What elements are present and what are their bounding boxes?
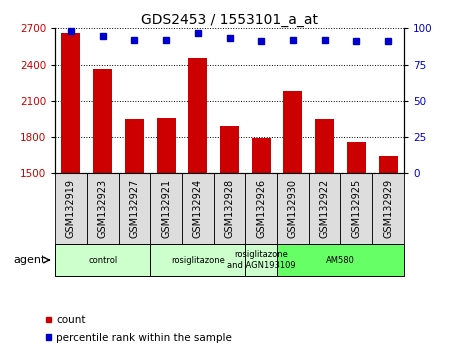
Bar [277,244,404,276]
Bar [315,119,334,354]
Bar [62,33,80,354]
Text: GSM132925: GSM132925 [351,179,361,238]
Text: GSM132927: GSM132927 [129,179,140,238]
Text: GSM132928: GSM132928 [224,179,235,238]
Bar [55,244,150,276]
Bar [118,173,150,244]
Bar [150,244,246,276]
Text: GSM132929: GSM132929 [383,179,393,238]
Text: control: control [88,256,117,264]
Bar [125,119,144,354]
Bar [246,244,277,276]
Text: percentile rank within the sample: percentile rank within the sample [56,333,232,343]
Bar [252,138,271,354]
Text: GSM132926: GSM132926 [256,179,266,238]
Bar [283,91,302,354]
Bar [372,173,404,244]
Text: GSM132922: GSM132922 [319,179,330,238]
Bar [213,173,246,244]
Text: GSM132923: GSM132923 [98,179,108,238]
Text: agent: agent [13,255,45,265]
Bar [182,173,213,244]
Text: rosiglitazone: rosiglitazone [171,256,225,264]
Text: GSM132930: GSM132930 [288,179,298,238]
Text: rosiglitazone
and AGN193109: rosiglitazone and AGN193109 [227,250,296,270]
Bar [220,126,239,354]
Bar [246,173,277,244]
Text: GSM132919: GSM132919 [66,179,76,238]
Bar [150,173,182,244]
Title: GDS2453 / 1553101_a_at: GDS2453 / 1553101_a_at [141,13,318,27]
Text: count: count [56,315,85,325]
Bar [309,173,341,244]
Text: AM580: AM580 [326,256,355,264]
Text: GSM132921: GSM132921 [161,179,171,238]
Bar [93,69,112,354]
Bar [157,118,176,354]
Bar [341,173,372,244]
Bar [379,156,397,354]
Bar [277,173,309,244]
Text: GSM132924: GSM132924 [193,179,203,238]
Bar [347,142,366,354]
Bar [87,173,118,244]
Bar [55,173,87,244]
Bar [188,58,207,354]
